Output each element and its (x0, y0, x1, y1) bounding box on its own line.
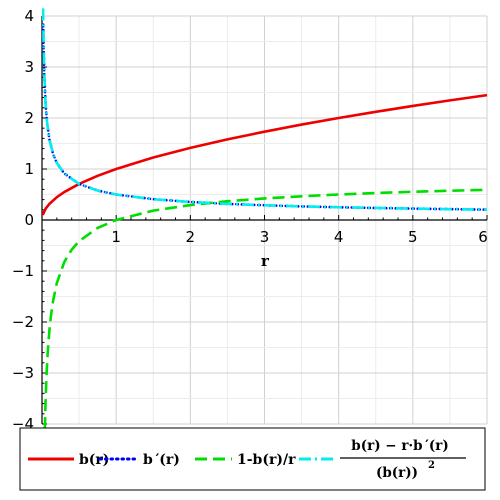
y-tick-label: −3 (12, 364, 34, 382)
y-tick-label: 2 (24, 109, 34, 127)
x-tick-label: 2 (186, 228, 196, 246)
legend-label-one-minus: 1-b(r)/r (237, 452, 296, 468)
x-tick-label: 6 (478, 228, 488, 246)
legend-fraction-exponent: 2 (428, 460, 435, 471)
y-tick-label: 0 (24, 211, 34, 229)
x-tick-label: 3 (260, 228, 270, 246)
x-tick-label: 5 (408, 228, 418, 246)
series-lines (42, 8, 489, 428)
y-tick-label: −1 (12, 262, 34, 280)
x-axis-label: r (261, 252, 270, 270)
legend-fraction-denominator: (b(r)) (376, 465, 418, 481)
legend-fraction-numerator: b(r) − r·b ′(r) (351, 438, 448, 454)
legend-box (19, 427, 486, 491)
series-line-1 (42, 93, 488, 216)
legend: b(r) b ′(r) 1-b(r)/r b(r) − r·b ′(r) (b(… (19, 427, 486, 491)
y-tick-label: 4 (24, 7, 34, 25)
series-line-4 (42, 8, 488, 211)
y-tick-label: 3 (24, 58, 34, 76)
y-tick-label: 1 (24, 160, 34, 178)
legend-label-bprime: b ′(r) (143, 452, 180, 468)
x-tick-label: 4 (334, 228, 344, 246)
y-tick-label: −2 (12, 313, 34, 331)
legend-label-b: b(r) (79, 452, 109, 468)
x-tick-label: 1 (111, 228, 121, 246)
grid (42, 15, 488, 425)
